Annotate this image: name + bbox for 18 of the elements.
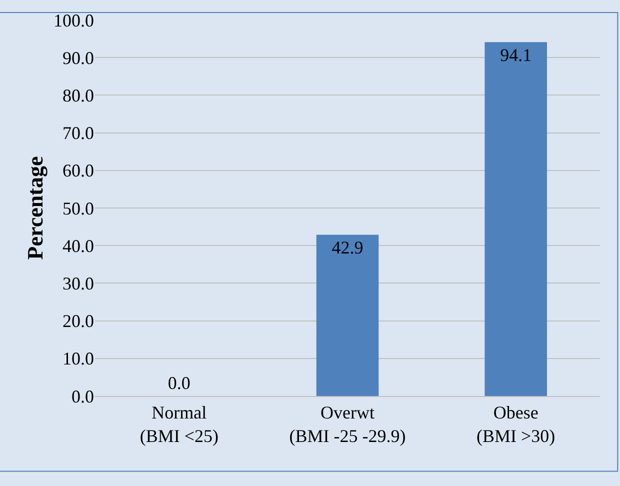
x-tick-label: Obese (BMI >30): [476, 402, 556, 446]
y-tick-label: 100.0: [54, 10, 94, 30]
data-label: 42.9: [332, 238, 364, 258]
x-tick-label: Normal (BMI <25): [140, 402, 218, 446]
x-tick-label: Overwt (BMI -25 -29.9): [289, 402, 406, 446]
y-tick-label: 40.0: [62, 236, 94, 256]
y-tick-label: 60.0: [62, 160, 94, 181]
data-label: 94.1: [500, 45, 532, 66]
y-tick-label: 50.0: [62, 198, 94, 218]
y-axis-title: Percentage: [22, 156, 48, 260]
y-tick-label: 70.0: [62, 123, 94, 144]
y-tick-label: 20.0: [62, 311, 94, 332]
y-tick-label: 90.0: [62, 48, 94, 68]
y-tick-label: 0.0: [72, 386, 94, 406]
y-tick-label: 10.0: [62, 348, 94, 369]
data-label: 0.0: [168, 373, 190, 393]
y-tick-label: 30.0: [62, 274, 94, 294]
y-tick-label: 80.0: [62, 86, 94, 106]
